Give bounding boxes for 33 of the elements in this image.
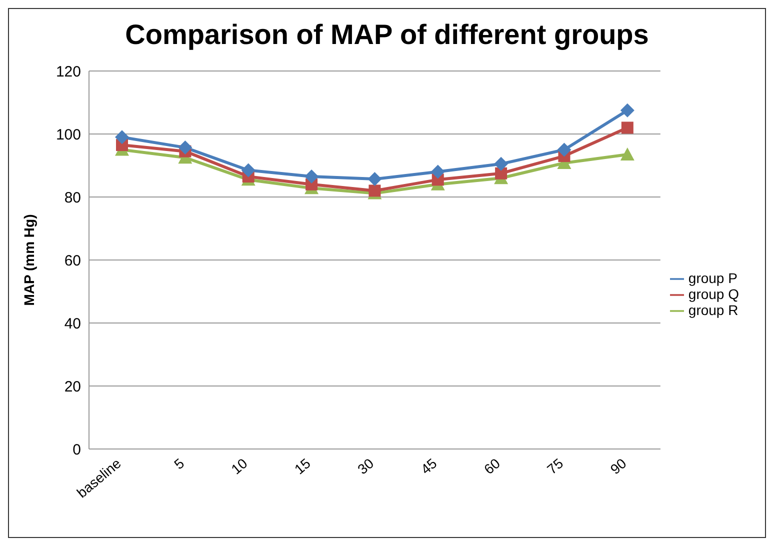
point bbox=[621, 122, 634, 134]
point bbox=[620, 147, 634, 160]
point bbox=[304, 170, 319, 184]
point bbox=[178, 140, 192, 155]
point bbox=[115, 130, 129, 144]
x-tick-label: 15 bbox=[291, 454, 314, 478]
y-tick-label: 80 bbox=[64, 189, 81, 206]
y-tick-label: 20 bbox=[64, 378, 81, 396]
y-tick-label: 40 bbox=[64, 315, 81, 332]
y-tick-label: 120 bbox=[56, 63, 81, 80]
point bbox=[368, 184, 381, 197]
x-tick-label: 5 bbox=[170, 454, 188, 472]
point bbox=[557, 142, 572, 157]
chart-title: Comparison of MAP of different groups bbox=[124, 19, 650, 52]
point bbox=[241, 163, 256, 178]
x-tick-label: 10 bbox=[228, 454, 250, 478]
point bbox=[495, 167, 508, 180]
point bbox=[620, 103, 634, 118]
y-tick-label: 0 bbox=[72, 441, 81, 458]
point bbox=[494, 156, 508, 171]
x-tick-label: 75 bbox=[544, 454, 566, 478]
legend-label: group Q bbox=[688, 286, 739, 302]
x-tick-label: 60 bbox=[480, 454, 504, 478]
legend-label: group P bbox=[688, 270, 738, 286]
point bbox=[368, 172, 382, 186]
y-tick-label: 60 bbox=[64, 252, 81, 270]
y-axis-title: MAP (mm Hg) bbox=[20, 214, 37, 306]
x-tick-label: 90 bbox=[607, 454, 630, 478]
y-tick-label: 100 bbox=[56, 126, 81, 144]
legend-label: group R bbox=[688, 302, 738, 318]
x-tick-label: 30 bbox=[354, 454, 377, 478]
x-tick-label: 45 bbox=[418, 454, 440, 478]
point bbox=[430, 164, 445, 179]
